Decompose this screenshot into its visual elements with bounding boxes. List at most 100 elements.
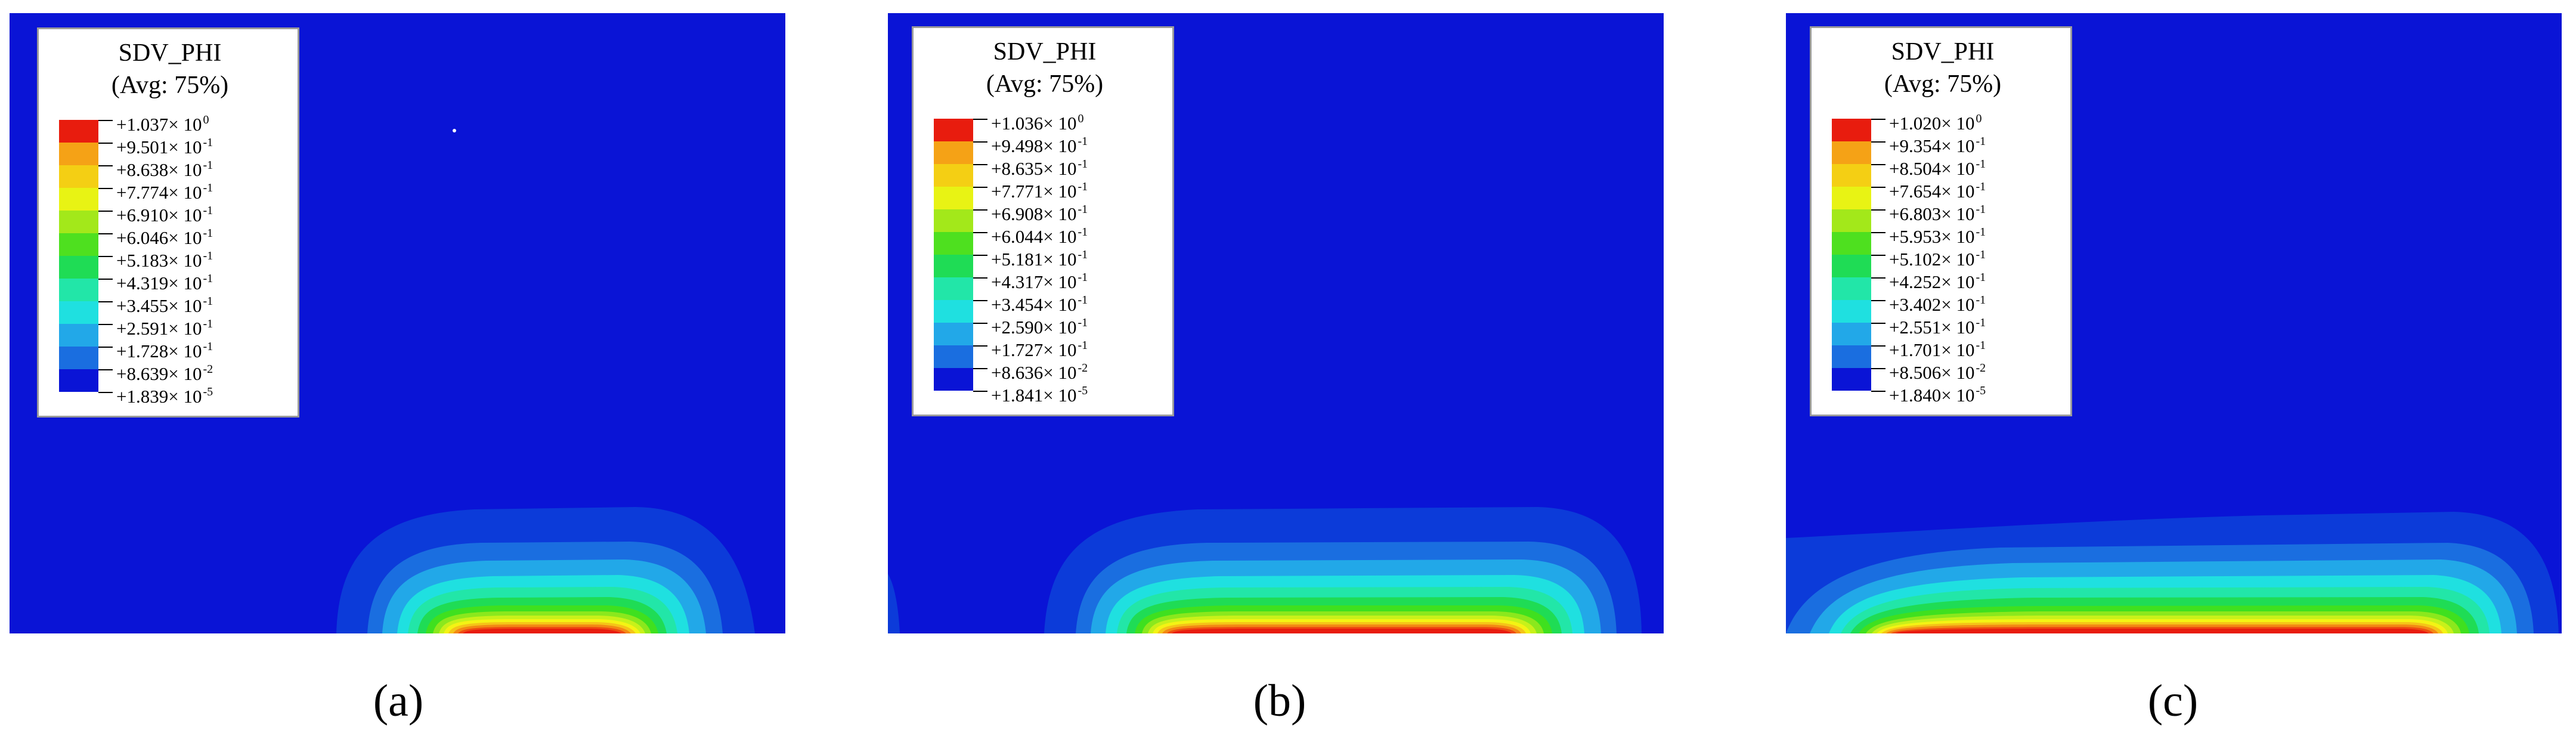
legend-tick [98, 256, 113, 257]
contour-band [1896, 629, 2429, 633]
legend-tick [98, 347, 113, 348]
legend-title: SDV_PHI [118, 39, 222, 67]
legend-value-mantissa: +2.591× 10 [116, 318, 202, 339]
legend-tick [1871, 277, 1885, 279]
legend-value: +7.771× 10 -1 [991, 177, 1088, 202]
legend-value: +4.252× 10 -1 [1889, 267, 1986, 292]
legend-value-exponent: -5 [1976, 384, 1986, 397]
caption-c: (c) [2147, 676, 2199, 726]
legend-swatch [59, 324, 98, 347]
legend-value-exponent: -1 [203, 340, 213, 353]
legend-value-mantissa: +8.636× 10 [991, 362, 1077, 383]
legend-value-mantissa: +5.181× 10 [991, 249, 1077, 270]
legend-tick [973, 209, 987, 211]
legend-swatch [1832, 323, 1871, 345]
legend-value-exponent: -1 [203, 272, 213, 285]
legend-value-exponent: -2 [203, 363, 213, 376]
legend-value: +8.636× 10 -2 [991, 358, 1088, 383]
legend-tick [98, 324, 113, 325]
legend-value-exponent: -1 [1976, 135, 1986, 148]
contour-band [888, 574, 900, 633]
legend-value-mantissa: +8.506× 10 [1889, 362, 1975, 383]
legend-swatch [1832, 277, 1871, 300]
legend-value-mantissa: +6.908× 10 [991, 203, 1077, 224]
legend-value: +2.591× 10 -1 [116, 314, 213, 339]
legend-value: +6.044× 10 -1 [991, 222, 1088, 247]
legend-swatch [59, 233, 98, 256]
legend-box: SDV_PHI (Avg: 75%) +1.037× 10 0 +9.501× 10… [37, 27, 299, 418]
legend-value-mantissa: +3.402× 10 [1889, 294, 1975, 315]
legend-value-mantissa: +1.727× 10 [991, 339, 1077, 360]
legend-value-mantissa: +8.504× 10 [1889, 158, 1975, 179]
legend-tick [973, 141, 987, 143]
legend-swatch [934, 187, 973, 209]
legend-tick [973, 323, 987, 324]
contour-shape-b [888, 507, 1642, 633]
legend-value-exponent: -1 [1078, 203, 1088, 216]
legend-tick [973, 368, 987, 369]
legend-value: +5.102× 10 -1 [1889, 245, 1986, 270]
legend-value-exponent: 0 [1976, 112, 1982, 125]
legend-value-exponent: -1 [1078, 339, 1088, 352]
legend-swatch [59, 143, 98, 165]
legend-value-exponent: -1 [1976, 180, 1986, 193]
legend-value-exponent: -1 [1976, 203, 1986, 216]
legend-swatch [934, 209, 973, 232]
legend-value-exponent: -2 [1976, 361, 1986, 375]
legend-swatch [59, 369, 98, 392]
legend-value-exponent: -1 [203, 227, 213, 240]
legend-swatch [59, 120, 98, 143]
legend-value: +2.551× 10 -1 [1889, 313, 1986, 338]
legend-value-mantissa: +1.839× 10 [116, 386, 202, 407]
legend-value-exponent: -1 [1976, 271, 1986, 284]
legend-value-exponent: -1 [1976, 225, 1986, 239]
legend-swatch [59, 347, 98, 369]
legend-tick [973, 164, 987, 165]
legend-title: SDV_PHI [1891, 38, 1995, 66]
legend-value: +5.183× 10 -1 [116, 246, 213, 271]
contour-field-a: SDV_PHI (Avg: 75%) +1.037× 10 0 +9.501× 10… [10, 13, 785, 633]
legend-tick [973, 232, 987, 233]
legend-value-exponent: 0 [203, 113, 209, 126]
legend-value-mantissa: +4.317× 10 [991, 271, 1077, 292]
legend-value: +3.402× 10 -1 [1889, 290, 1986, 315]
legend-tick [1871, 368, 1885, 369]
legend-swatch [59, 211, 98, 233]
legend-value: +3.454× 10 -1 [991, 290, 1088, 315]
legend-value: +1.036× 10 0 [991, 109, 1083, 134]
legend-title: SDV_PHI [993, 38, 1097, 66]
legend-value-mantissa: +2.590× 10 [991, 317, 1077, 338]
legend-box: SDV_PHI (Avg: 75%) +1.036× 10 0 +9.498× 10… [912, 26, 1174, 416]
legend-value: +5.953× 10 -1 [1889, 222, 1986, 247]
legend-value-exponent: -1 [203, 295, 213, 308]
legend-tick [98, 120, 113, 121]
legend-swatch [1832, 368, 1871, 391]
legend-value-exponent: -5 [203, 385, 213, 398]
legend-value-mantissa: +2.551× 10 [1889, 317, 1975, 338]
legend-swatch [934, 345, 973, 368]
legend-value: +1.701× 10 -1 [1889, 335, 1986, 360]
legend-value-mantissa: +4.319× 10 [116, 273, 202, 293]
legend-value: +1.020× 10 0 [1889, 109, 1981, 134]
legend-value-mantissa: +8.635× 10 [991, 158, 1077, 179]
legend-value: +8.638× 10 -1 [116, 155, 213, 180]
legend-swatch [59, 301, 98, 324]
legend-tick [1871, 255, 1885, 256]
legend-value-exponent: -1 [203, 136, 213, 149]
legend-value-exponent: -1 [1976, 157, 1986, 171]
contour-plot-b: SDV_PHI (Avg: 75%) +1.036× 10 0 +9.498× 10… [888, 13, 1664, 633]
legend-swatch [59, 279, 98, 301]
legend-value-exponent: -1 [1078, 225, 1088, 239]
legend-value-exponent: -1 [1078, 316, 1088, 329]
legend-swatch [1832, 209, 1871, 232]
contour-band [463, 629, 621, 633]
legend-value: +9.354× 10 -1 [1889, 131, 1986, 156]
contour-plot-c: SDV_PHI (Avg: 75%) +1.020× 10 0 +9.354× 10… [1786, 13, 2562, 633]
legend-tick [1871, 119, 1885, 120]
legend-value-exponent: -1 [1976, 316, 1986, 329]
legend-value: +1.037× 10 0 [116, 110, 209, 135]
legend-value-mantissa: +7.771× 10 [991, 181, 1077, 202]
legend-value: +8.639× 10 -2 [116, 359, 213, 384]
legend-swatch [934, 323, 973, 345]
legend-tick [1871, 300, 1885, 301]
